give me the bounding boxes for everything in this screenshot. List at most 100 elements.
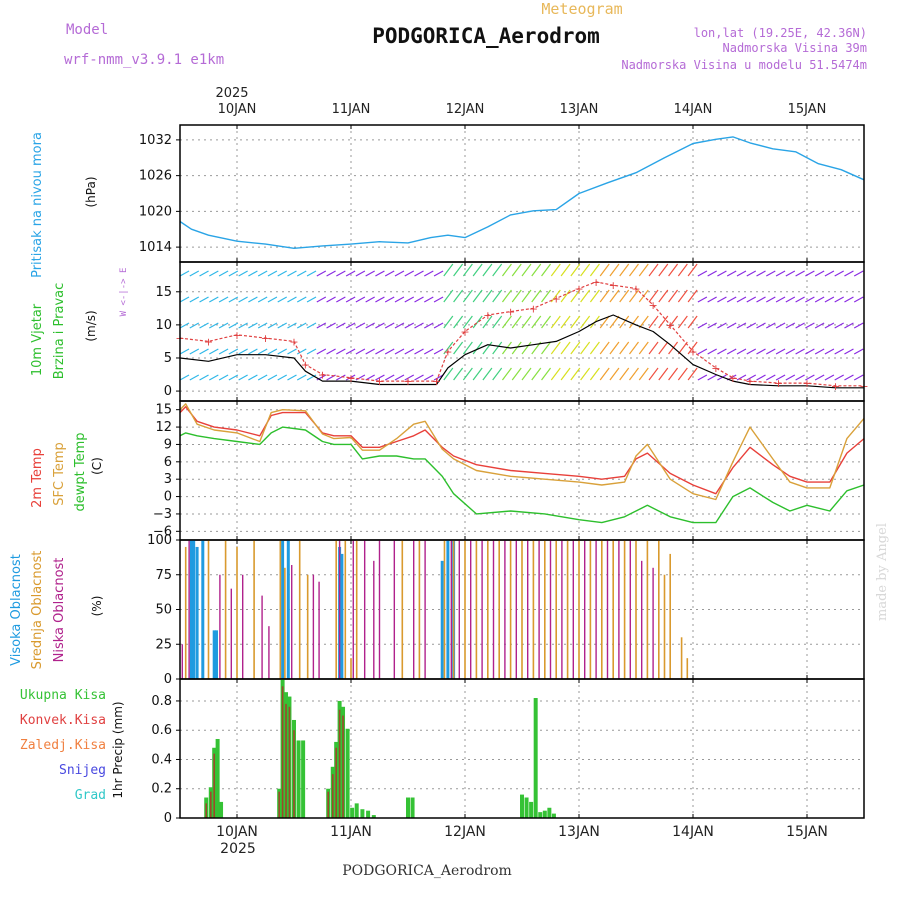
gust-marker: + [745,375,754,388]
gust-marker: + [711,362,720,375]
wind-barb [756,322,766,329]
wind-barb [257,296,268,303]
wind-barb [277,348,288,355]
wind-barb [384,348,395,355]
temperature-frame [179,400,865,541]
wind-barb [306,296,317,303]
wind-barb [316,296,327,303]
ytick-label: 0 [164,811,172,826]
wind-barb [599,341,610,355]
low-cloud-bar [572,540,574,679]
precip-legend: Ukupna Kisa Konvek.Kisa Zaledj.Kisa Snij… [20,688,125,803]
wind-barb [511,315,522,329]
mid-cloud-bar [601,540,603,679]
wind-barb [355,322,366,329]
wind-barb [248,374,258,381]
mid-cloud-bar [350,658,352,679]
low-cloud-bar [393,540,396,679]
wind-barb [277,374,288,381]
mid-cloud-bar [355,540,358,679]
wind-barb [365,322,375,329]
bottom-day-label: 11JAN [330,824,372,840]
low-cloud-bar [181,644,183,679]
wind-barb [306,374,317,381]
wind-barb [267,374,278,381]
wind-barb [472,341,483,355]
low-cloud-bar [413,540,415,679]
wind-barb [189,348,200,355]
wind-barb [433,322,444,329]
mid-cloud-bar [335,540,337,679]
wind-barb [296,296,307,303]
legend-total-precip: Ukupna Kisa [20,688,106,703]
gust-marker: + [591,276,600,289]
ytick-label: 3 [164,472,172,487]
wind-barb [316,270,327,277]
wind-barb [482,289,493,303]
gust-marker: + [666,319,675,332]
wind-barb [541,289,552,303]
wind-barb [267,348,278,355]
wind-barb [316,322,327,329]
wind-barb [834,374,844,381]
wind-barb [199,348,209,355]
wind-barb [834,322,844,329]
wind-barb [795,296,805,303]
wind-barb [199,322,209,329]
mid-cloud-bar [253,540,255,679]
wind-barb [384,296,395,303]
wind-barb [677,315,688,329]
low-cloud-bar [424,540,426,679]
wind-barb [453,289,464,303]
ytick-label: 0 [164,490,172,505]
mid-cloud-bar [401,540,404,679]
wind-barb [287,296,297,303]
low-cloud-bar [338,540,341,679]
ytick-label: 9 [164,437,172,452]
wind-barb [238,374,248,381]
mid-cloud-bar [184,546,187,679]
wind-barb [423,296,434,303]
wind-barb [404,374,415,381]
wind-barb [736,296,747,303]
wind-barb [756,296,766,303]
conv-precip-bar [285,703,287,818]
wind-barb [472,289,483,303]
mid-cloud-bar [663,574,666,679]
low-cloud-bar [450,540,453,679]
wind-barb [316,348,327,355]
mid-cloud-bar [555,540,557,679]
temp2m-line [179,406,865,495]
wind-barb [189,322,200,329]
wind-barb [677,367,688,381]
wind-barb [462,341,473,355]
wind-barb [492,315,503,329]
legend-frz-precip: Zaledj.Kisa [20,738,106,753]
bottom-day-label: 14JAN [672,824,714,840]
mid-cloud-bar [207,540,210,679]
wind-barb [375,374,385,381]
wind-barb [648,263,659,277]
wind-barb [394,348,405,355]
wind-barb [199,270,209,277]
wind-barb [326,322,336,329]
wind-barb [834,270,844,277]
total-precip-bar [406,797,410,818]
pressure-unit: (hPa) [84,176,98,207]
mid-cloud-bar [475,540,478,679]
wind-barb [765,270,776,277]
gust-marker: + [318,369,327,382]
wind-barb [687,289,698,303]
wind-barb [707,296,717,303]
wind-barb [550,289,561,303]
gust-marker: + [609,279,618,292]
gust-marker: + [831,380,840,393]
wind-barb [541,341,552,355]
total-precip-bar [529,801,534,818]
wind-barb [355,270,366,277]
conv-precip-bar [293,730,295,818]
gust-marker: + [529,302,538,315]
footer-station: PODGORICA_Aerodrom [342,863,512,879]
wind-barb [726,270,737,277]
low-cloud-bar [618,540,620,679]
